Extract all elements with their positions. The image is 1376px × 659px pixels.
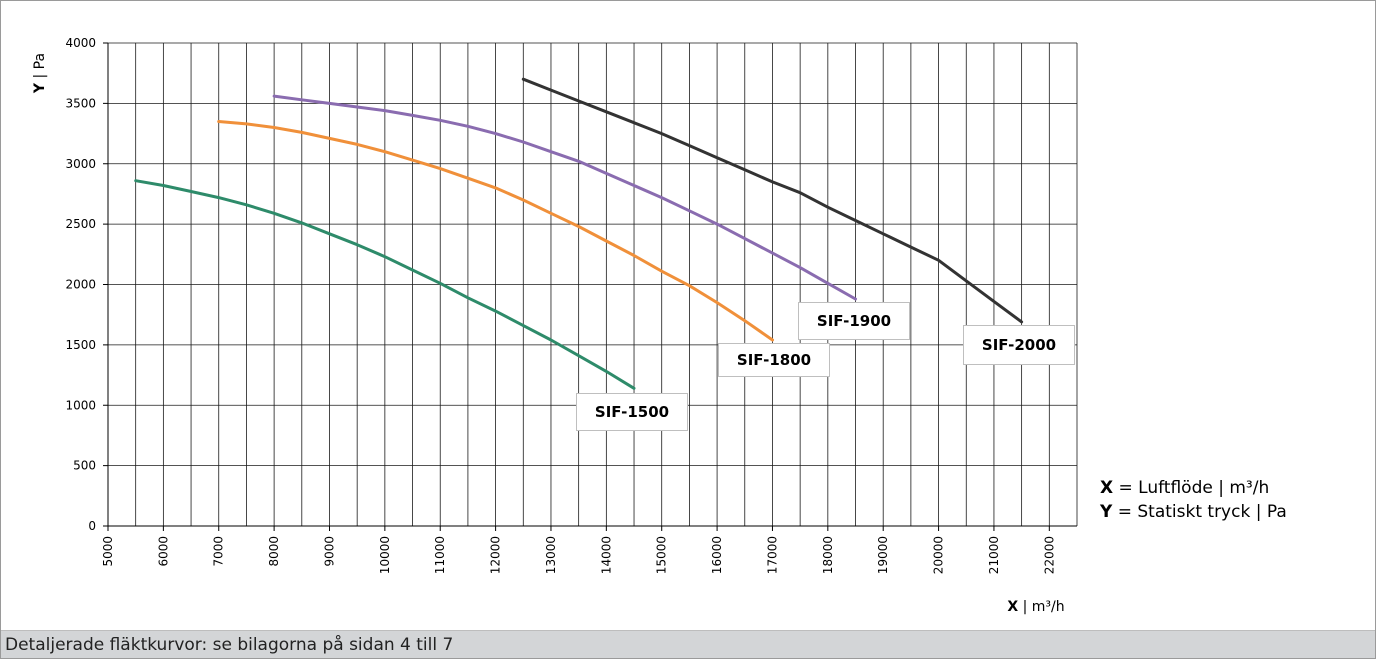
y-tick-label: 4000 bbox=[65, 36, 96, 50]
legend-y-text: = Statiskt tryck | Pa bbox=[1112, 502, 1287, 522]
series-lines bbox=[134, 77, 1024, 390]
series-label-sif-2000: SIF-2000 bbox=[963, 325, 1075, 365]
series-label-sif-1900: SIF-1900 bbox=[798, 302, 910, 340]
x-tick-label: 5000 bbox=[101, 536, 115, 567]
x-tick-label: 15000 bbox=[655, 536, 669, 574]
x-axis-title: X | m³/h bbox=[1007, 599, 1064, 615]
x-tick-label: 16000 bbox=[710, 536, 724, 574]
series-line-sif-1500 bbox=[134, 179, 636, 390]
legend-x-text: = Luftflöde | m³/h bbox=[1113, 478, 1270, 498]
series-line-sif-1800 bbox=[217, 120, 774, 342]
x-tick-label: 17000 bbox=[765, 536, 779, 574]
x-tick-label: 14000 bbox=[599, 536, 613, 574]
x-tick-label: 12000 bbox=[489, 536, 503, 574]
axis-titles: Y | Pa X | m³/h bbox=[32, 53, 1065, 615]
footer-note: Detaljerade fläktkurvor: se bilagorna på… bbox=[1, 630, 1375, 658]
axes: 0 500 1000 1500 2000 2500 3000 3500 4000 5000 6000… bbox=[65, 36, 1077, 574]
x-tick-label: 19000 bbox=[876, 536, 890, 574]
y-tick-label: 500 bbox=[73, 459, 96, 473]
series-label-sif-1500: SIF-1500 bbox=[576, 393, 688, 431]
legend-x-row: X = Luftflöde | m³/h bbox=[1100, 476, 1287, 500]
x-tick-label: 22000 bbox=[1042, 536, 1056, 574]
x-tick-label: 10000 bbox=[378, 536, 392, 574]
y-axis-title: Y | Pa bbox=[32, 53, 48, 94]
legend-x-key: X bbox=[1100, 478, 1114, 498]
x-tick-label: 6000 bbox=[156, 536, 170, 567]
x-tick-label: 20000 bbox=[932, 536, 946, 574]
x-tick-label: 9000 bbox=[322, 536, 336, 567]
x-tick-label: 21000 bbox=[987, 536, 1001, 574]
axis-legend: X = Luftflöde | m³/h Y = Statiskt tryck … bbox=[1100, 476, 1287, 524]
y-tick-label: 1500 bbox=[65, 338, 96, 352]
y-tick-label: 0 bbox=[88, 519, 96, 533]
y-tick-label: 3500 bbox=[65, 96, 96, 110]
x-tick-label: 11000 bbox=[433, 536, 447, 574]
x-tick-label: 13000 bbox=[544, 536, 558, 574]
legend-y-row: Y = Statiskt tryck | Pa bbox=[1100, 500, 1287, 524]
series-label-sif-1800: SIF-1800 bbox=[718, 343, 830, 377]
y-tick-label: 2000 bbox=[65, 278, 96, 292]
series-line-sif-2000 bbox=[521, 77, 1024, 324]
y-tick-label: 1000 bbox=[65, 398, 96, 412]
y-tick-label: 2500 bbox=[65, 217, 96, 231]
x-tick-label: 18000 bbox=[821, 536, 835, 574]
series-line-sif-1900 bbox=[272, 94, 857, 301]
legend-y-key: Y bbox=[1100, 502, 1113, 522]
x-tick-label: 8000 bbox=[267, 536, 281, 567]
grid bbox=[108, 42, 1078, 526]
y-tick-label: 3000 bbox=[65, 157, 96, 171]
x-tick-label: 7000 bbox=[212, 536, 226, 567]
